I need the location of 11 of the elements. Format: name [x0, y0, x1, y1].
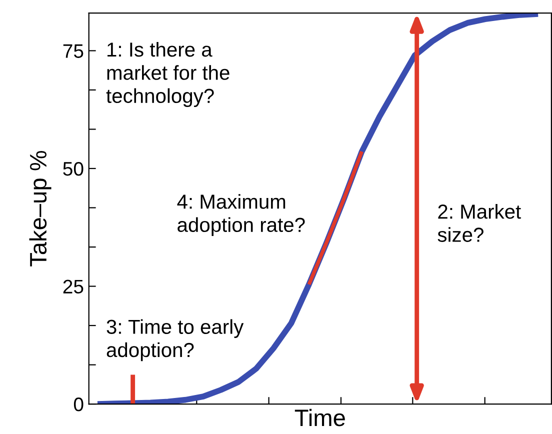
annotation: 1: Is there a market for the technology? [106, 42, 230, 108]
y-tick-label: 25 [63, 280, 84, 294]
line-series [307, 150, 364, 286]
y-tick-label: 50 [63, 162, 84, 176]
x-axis-title: Time [294, 408, 345, 426]
y-tick-label: 0 [74, 398, 84, 412]
annotation: 3: Time to early adoption? [106, 319, 244, 362]
annotation: 2: Market size? [438, 204, 521, 242]
annotation: 4: Maximum adoption rate? [177, 194, 305, 236]
y-tick-label: 75 [63, 44, 84, 58]
y-axis-title: Take–up % [29, 150, 52, 266]
